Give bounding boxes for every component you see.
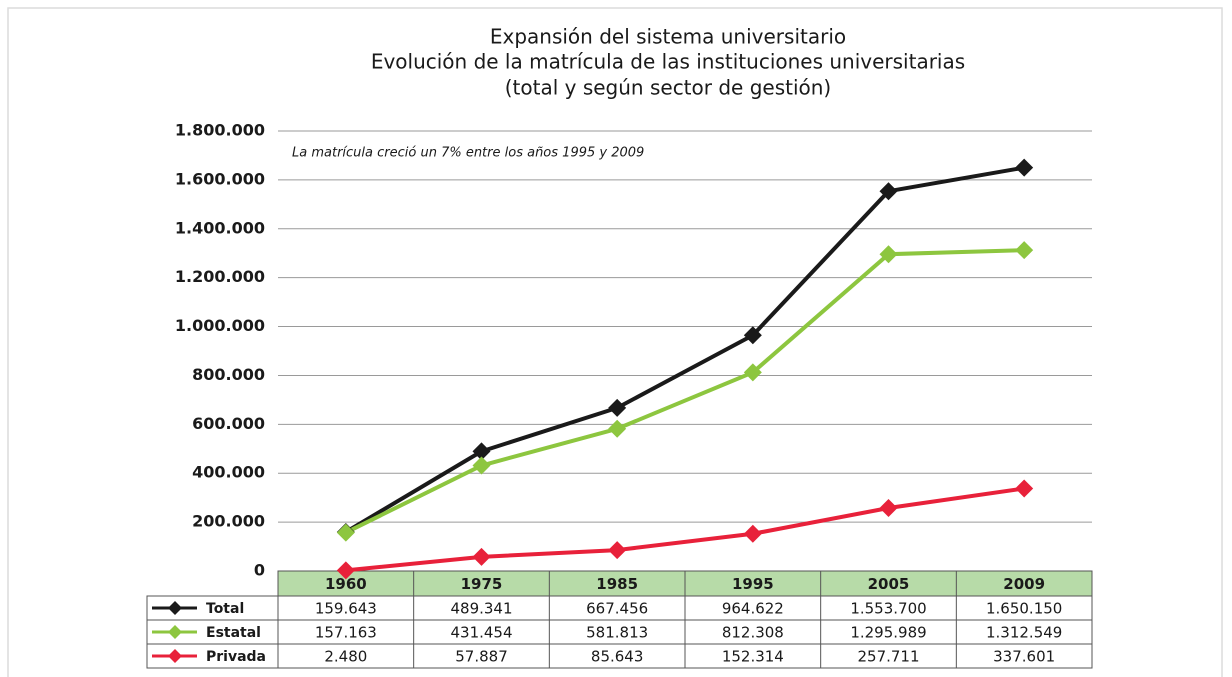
legend-marker — [168, 649, 182, 663]
table-cell: 57.887 — [455, 648, 508, 666]
frame — [7, 7, 1223, 677]
table-cell: 667.456 — [586, 600, 648, 618]
point-marker — [879, 499, 898, 518]
annotation: La matrícula creció un 7% entre los años… — [292, 146, 644, 161]
point-marker — [743, 524, 762, 543]
y-tick-label: 0 — [254, 561, 265, 580]
series-line — [344, 165, 1025, 534]
y-tick-label: 1.000.000 — [175, 316, 265, 335]
x-tick-label: 1975 — [461, 575, 503, 593]
y-tick-label: 800.000 — [192, 365, 265, 384]
table-cell: 1.553.700 — [850, 600, 926, 618]
point-marker — [743, 326, 762, 345]
legend-label: Estatal — [206, 625, 261, 641]
y-tick-label: 1.800.000 — [175, 121, 265, 140]
table-cell: 431.454 — [450, 624, 512, 642]
point-marker — [879, 182, 898, 201]
point-marker — [1015, 241, 1034, 260]
table-cell: 1.650.150 — [986, 600, 1062, 618]
chart-title: (total y según sector de gestión) — [505, 76, 831, 100]
point-marker — [608, 541, 627, 560]
legend-label: Total — [206, 601, 244, 617]
chart-title: Evolución de la matrícula de las institu… — [371, 50, 965, 74]
y-tick-label: 600.000 — [192, 414, 265, 433]
point-marker — [472, 442, 491, 461]
point-marker — [1015, 479, 1034, 498]
table-cell: 812.308 — [722, 624, 784, 642]
table-cell: 157.163 — [315, 624, 377, 642]
x-tick-label: 2005 — [868, 575, 910, 593]
legend-marker — [168, 625, 182, 639]
x-tick-label: 1960 — [325, 575, 367, 593]
point-marker — [1015, 158, 1034, 177]
table-cell: 964.622 — [722, 600, 784, 618]
y-tick-label: 1.200.000 — [175, 267, 265, 286]
point-marker — [743, 363, 762, 382]
legend-marker — [168, 601, 182, 615]
table-cell: 152.314 — [722, 648, 784, 666]
point-marker — [472, 547, 491, 566]
x-tick-label: 1985 — [596, 575, 638, 593]
point-marker — [879, 245, 898, 264]
table-cell: 1.295.989 — [850, 624, 926, 642]
series-line — [344, 248, 1025, 535]
point-marker — [336, 561, 355, 580]
table-cell: 1.312.549 — [986, 624, 1062, 642]
y-tick-label: 200.000 — [192, 512, 265, 531]
table-cell: 2.480 — [324, 648, 367, 666]
chart-title: Expansión del sistema universitario — [490, 25, 846, 49]
point-marker — [608, 398, 627, 417]
y-tick-label: 1.400.000 — [175, 218, 265, 237]
x-tick-label: 2009 — [1003, 575, 1045, 593]
series-line — [345, 486, 1025, 573]
point-marker — [608, 419, 627, 438]
table-cell: 257.711 — [857, 648, 919, 666]
table-cell: 489.341 — [450, 600, 512, 618]
point-marker — [336, 523, 355, 542]
y-tick-label: 1.600.000 — [175, 169, 265, 188]
table-cell: 581.813 — [586, 624, 648, 642]
x-tick-label: 1995 — [732, 575, 774, 593]
table-cell: 337.601 — [993, 648, 1055, 666]
table-cell: 159.643 — [315, 600, 377, 618]
table-cell: 85.643 — [591, 648, 644, 666]
legend-label: Privada — [206, 649, 266, 665]
y-tick-label: 400.000 — [192, 463, 265, 482]
point-marker — [472, 456, 491, 475]
